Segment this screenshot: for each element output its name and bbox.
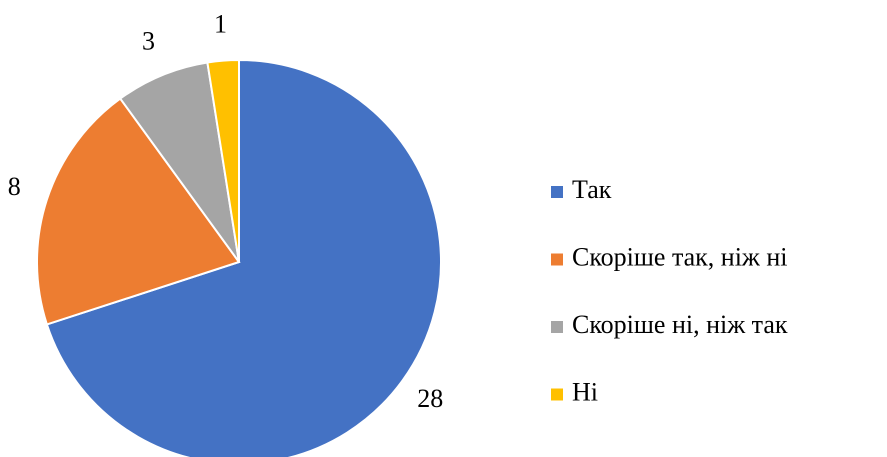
legend-label: Ні: [572, 377, 598, 406]
data-label: 1: [214, 9, 227, 38]
legend-swatch: [551, 321, 563, 333]
legend-label: Скоріше так, ніж ні: [572, 242, 788, 271]
data-label: 3: [142, 27, 155, 56]
pie-slice: [36, 97, 241, 326]
pie-slice: [206, 58, 240, 263]
pie-slice: [118, 61, 240, 263]
pie-slice: [45, 58, 442, 457]
data-label: 28: [417, 384, 443, 413]
legend-swatch: [551, 388, 563, 401]
legend-swatch: [551, 253, 563, 266]
legend-label: Так: [572, 175, 612, 204]
legend-swatch: [551, 186, 563, 198]
legend-label: Скоріше ні, ніж так: [572, 310, 788, 339]
data-label: 8: [8, 172, 21, 201]
